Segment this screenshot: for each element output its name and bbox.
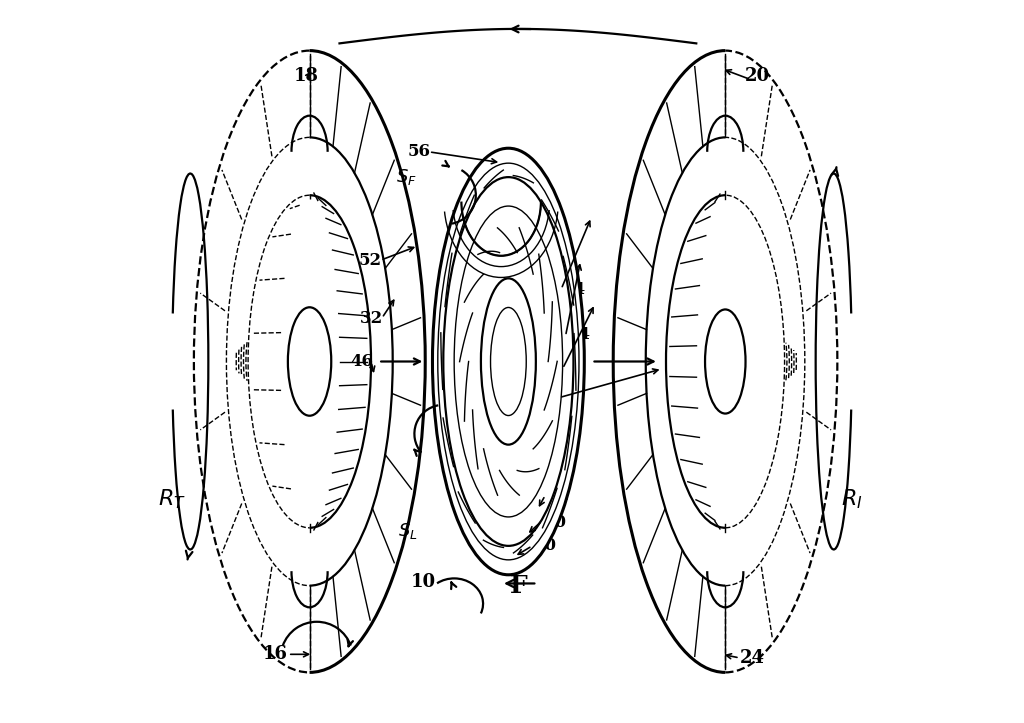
Text: $R_T$: $R_T$ — [159, 487, 186, 510]
Text: 32: 32 — [360, 309, 383, 327]
Text: 18: 18 — [294, 67, 318, 85]
Text: 56: 56 — [408, 143, 431, 161]
Text: 52: 52 — [564, 359, 587, 376]
Text: 10: 10 — [411, 573, 436, 591]
Text: 44: 44 — [567, 326, 590, 343]
Text: 24: 24 — [739, 649, 765, 667]
Text: 46: 46 — [350, 353, 373, 370]
Ellipse shape — [288, 307, 331, 416]
Text: $S_F$: $S_F$ — [395, 167, 417, 187]
Text: $S_L$: $S_L$ — [398, 521, 418, 542]
Text: 20: 20 — [745, 67, 770, 85]
Text: 50: 50 — [560, 388, 584, 405]
Text: $R_I$: $R_I$ — [841, 487, 862, 510]
Ellipse shape — [432, 148, 585, 575]
Text: F: F — [510, 573, 528, 598]
Text: 34: 34 — [562, 281, 586, 298]
Ellipse shape — [706, 309, 745, 414]
Text: 16: 16 — [263, 646, 288, 663]
Text: 40: 40 — [544, 513, 567, 531]
Text: 42: 42 — [547, 487, 569, 505]
Text: 52: 52 — [358, 252, 382, 269]
Ellipse shape — [481, 278, 536, 445]
Text: 50: 50 — [534, 537, 557, 555]
